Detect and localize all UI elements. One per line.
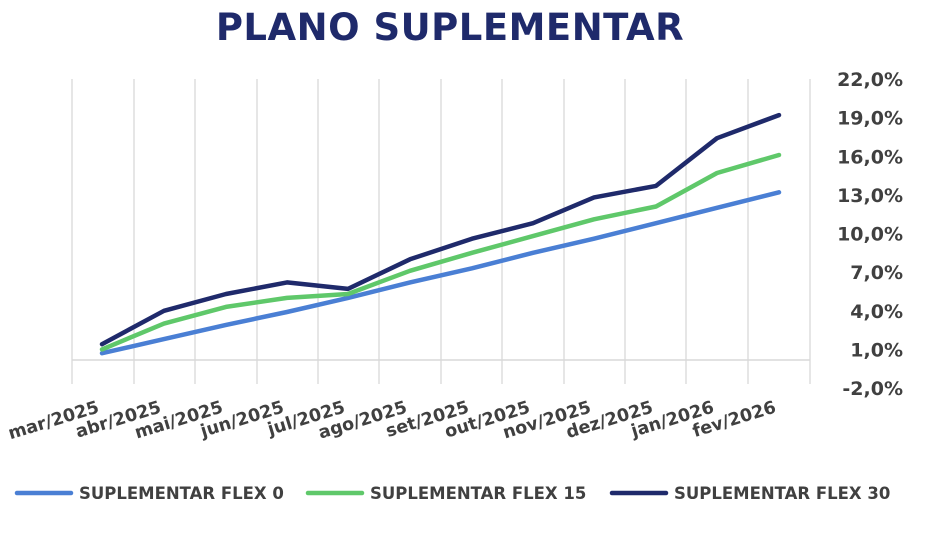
y-tick-label: 1,0% bbox=[850, 339, 903, 361]
y-tick-label: 13,0% bbox=[837, 185, 903, 207]
legend-label: SUPLEMENTAR FLEX 15 bbox=[370, 484, 586, 503]
legend-label: SUPLEMENTAR FLEX 30 bbox=[674, 484, 890, 503]
x-axis-tick-labels: mar/2025abr/2025mai/2025jun/2025jul/2025… bbox=[6, 398, 779, 445]
chart-title: PLANO SUPLEMENTAR bbox=[215, 6, 685, 49]
series-line-1 bbox=[99, 190, 782, 356]
x-axis bbox=[71, 359, 811, 384]
y-tick-label: -2,0% bbox=[842, 378, 903, 400]
y-tick-label: 10,0% bbox=[837, 224, 903, 246]
legend-label: SUPLEMENTAR FLEX 0 bbox=[79, 484, 284, 503]
y-tick-label: 16,0% bbox=[837, 146, 903, 168]
legend: SUPLEMENTAR FLEX 0 SUPLEMENTAR FLEX 15 SUP… bbox=[14, 484, 890, 503]
series-lines bbox=[99, 112, 782, 356]
series-line-3 bbox=[99, 112, 782, 347]
y-tick-label: 22,0% bbox=[837, 69, 903, 91]
gridlines bbox=[71, 79, 811, 360]
y-tick-label: 19,0% bbox=[837, 108, 903, 130]
series-line-2 bbox=[99, 152, 782, 352]
y-tick-label: 4,0% bbox=[850, 301, 903, 323]
y-axis-tick-labels: 22,0% 19,0% 16,0% 13,0% 10,0% 7,0% 4,0% 1,0% -2,… bbox=[837, 69, 903, 400]
y-tick-label: 7,0% bbox=[850, 262, 903, 284]
